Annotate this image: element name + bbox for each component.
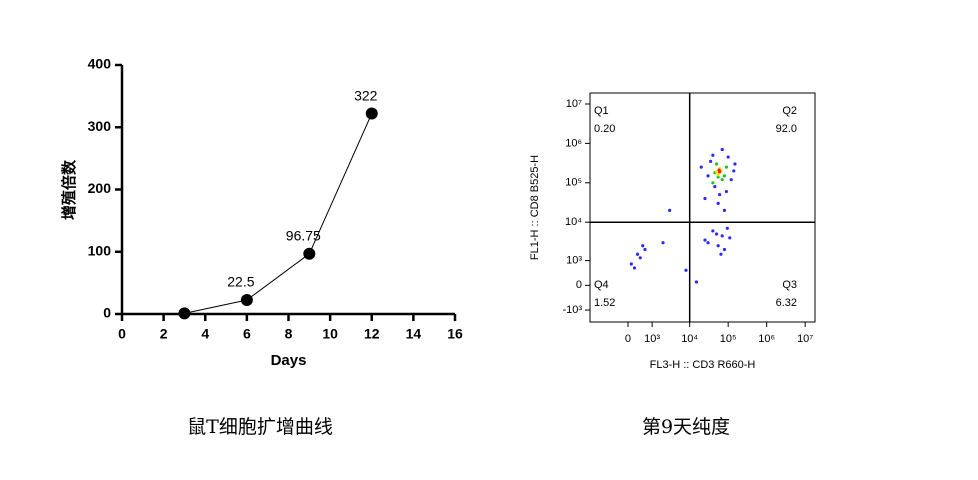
y-axis-label: FL1-H :: CD8 B525-H — [529, 155, 541, 260]
event — [729, 178, 733, 182]
quadrant-percent: 1.52 — [594, 297, 615, 309]
x-tick-label: 10⁶ — [758, 333, 775, 345]
quadrant-percent: 6.32 — [776, 297, 797, 309]
x-tick-label: 14 — [406, 326, 422, 342]
event — [722, 208, 727, 212]
caption: 鼠T细胞扩增曲线 — [187, 416, 333, 438]
point — [365, 107, 378, 120]
event — [724, 165, 729, 169]
quadrant-name: Q3 — [782, 279, 797, 291]
x-tick-label: 12 — [364, 326, 380, 342]
quadrant-name: Q2 — [782, 105, 797, 117]
event — [668, 208, 672, 212]
x-tick-label: 6 — [243, 326, 251, 342]
x-tick-label: 10⁴ — [681, 333, 698, 345]
x-tick-label: 8 — [285, 326, 293, 342]
event — [684, 268, 688, 272]
event — [724, 189, 729, 194]
y-tick-label: 400 — [88, 56, 112, 72]
event — [716, 201, 720, 206]
y-tick-label: 300 — [88, 118, 112, 134]
event — [719, 252, 723, 256]
quadrant-name: Q4 — [594, 279, 609, 291]
event — [726, 155, 730, 159]
event — [709, 159, 713, 163]
x-tick-label: 10⁵ — [720, 333, 737, 345]
event — [720, 178, 724, 182]
y-tick-label: 10³ — [566, 255, 582, 267]
event — [716, 175, 720, 179]
data-label: 96.75 — [286, 227, 321, 243]
y-tick-label: 0 — [576, 279, 582, 291]
event — [717, 168, 721, 172]
x-axis-label: Days — [271, 352, 307, 369]
event — [713, 185, 717, 189]
event — [733, 162, 737, 166]
x-axis-label: FL3-H :: CD3 R660-H — [650, 359, 756, 371]
x-tick-label: 16 — [447, 326, 463, 342]
plot-frame — [589, 92, 816, 323]
y-tick-label: 10⁶ — [565, 137, 582, 149]
x-tick-label: 10³ — [644, 333, 660, 345]
caption: 第9天纯度 — [642, 416, 730, 438]
event — [694, 280, 699, 284]
event — [703, 238, 707, 242]
quadrant-percent: 92.0 — [776, 123, 797, 135]
y-tick-label: 200 — [88, 180, 112, 196]
y-tick-label: 10⁵ — [565, 177, 582, 189]
y-tick-label: 10⁴ — [565, 216, 582, 228]
event — [711, 229, 715, 233]
event — [732, 169, 736, 173]
event — [720, 234, 724, 238]
event — [635, 252, 640, 256]
y-tick-label: 100 — [88, 242, 112, 258]
y-tick-label: 0 — [103, 305, 111, 321]
event — [716, 244, 720, 248]
event — [629, 262, 633, 266]
event — [714, 162, 719, 166]
event — [711, 181, 715, 185]
event — [641, 244, 645, 248]
y-axis-label: 增殖倍数 — [60, 159, 78, 220]
event — [643, 247, 647, 252]
x-tick-label: 0 — [625, 333, 631, 345]
event — [728, 236, 732, 240]
x-tick-label: 0 — [118, 326, 126, 342]
quadrant-percent: 0.20 — [594, 123, 615, 135]
event — [711, 153, 715, 157]
point — [240, 293, 253, 306]
data-label: 322 — [354, 87, 378, 103]
point — [178, 307, 191, 320]
quadrant-name: Q1 — [594, 105, 609, 117]
event — [722, 247, 727, 252]
event — [706, 241, 710, 245]
y-tick-label: 10⁷ — [566, 98, 582, 110]
event — [716, 173, 720, 177]
data-label: 22.5 — [227, 274, 254, 290]
event — [714, 170, 719, 174]
event — [632, 266, 637, 270]
event — [703, 196, 707, 201]
point — [303, 247, 316, 260]
x-tick-label: 4 — [201, 326, 209, 342]
event — [699, 165, 703, 169]
event — [714, 232, 719, 236]
event — [722, 174, 727, 178]
event — [720, 147, 724, 152]
line — [184, 113, 373, 314]
x-tick-label: 2 — [160, 326, 168, 342]
x-tick-label: 10 — [322, 326, 338, 342]
event — [661, 241, 665, 245]
event — [638, 256, 642, 260]
y-tick-label: -10³ — [562, 304, 582, 316]
event — [725, 226, 729, 230]
event — [706, 174, 710, 178]
x-tick-label: 10⁷ — [797, 333, 813, 345]
event — [718, 193, 722, 197]
